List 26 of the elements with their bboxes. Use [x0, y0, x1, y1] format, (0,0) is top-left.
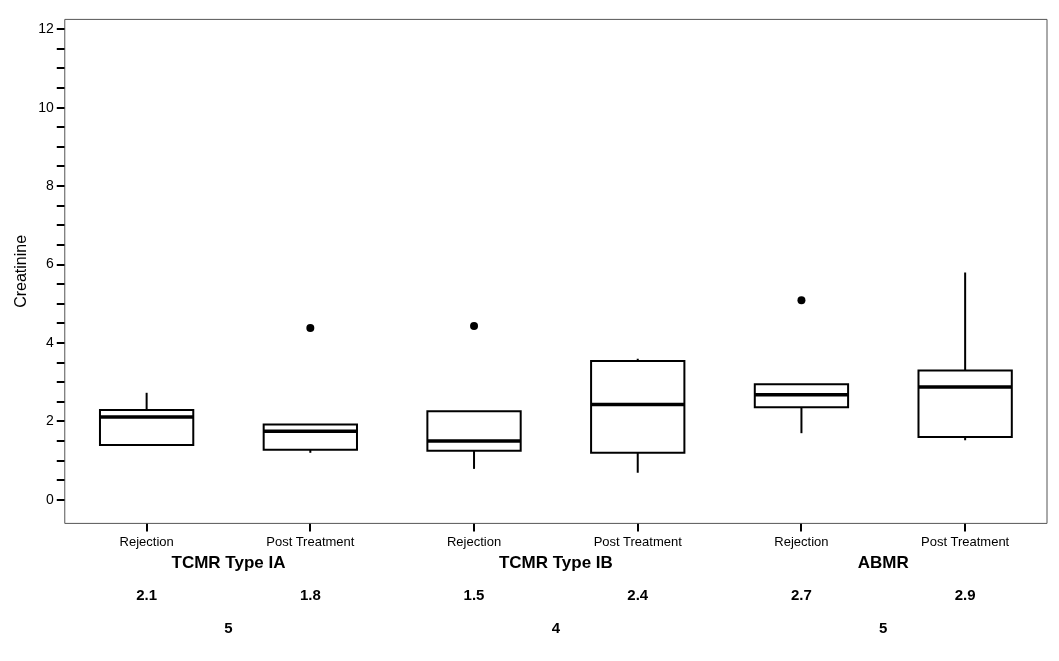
text: 5 [224, 618, 233, 636]
y-tick-label: 10 [38, 98, 54, 115]
y-axis-title: Creatinine [12, 234, 30, 308]
y-tick-label: 2 [45, 412, 54, 429]
y-tick-label: 8 [45, 176, 54, 193]
y-tick-label: 0 [45, 490, 54, 507]
text: 2.7 [791, 585, 812, 603]
text: 2.9 [954, 585, 976, 603]
y-tick-label: 4 [45, 333, 54, 350]
y-tick-label: 12 [38, 20, 54, 37]
y-tick-label: 6 [45, 255, 54, 272]
text: ABMR [857, 553, 909, 573]
x-tick-label: Post Treatment [593, 533, 683, 549]
x-tick-label: Rejection [446, 533, 502, 549]
x-tick-label: Rejection [119, 533, 174, 549]
text: 4 [551, 618, 561, 636]
text: 2.1 [136, 585, 158, 603]
text: 5 [879, 618, 888, 636]
text: 1.8 [299, 585, 321, 603]
text: TCMR Type IB [498, 553, 613, 573]
text: 1.5 [463, 585, 485, 603]
text: 2.4 [627, 585, 649, 603]
x-tick-label: Post Treatment [266, 533, 355, 549]
x-tick-label: Rejection [774, 533, 829, 549]
text: TCMR Type IA [171, 553, 286, 573]
x-tick-label: Post Treatment [921, 533, 1010, 549]
